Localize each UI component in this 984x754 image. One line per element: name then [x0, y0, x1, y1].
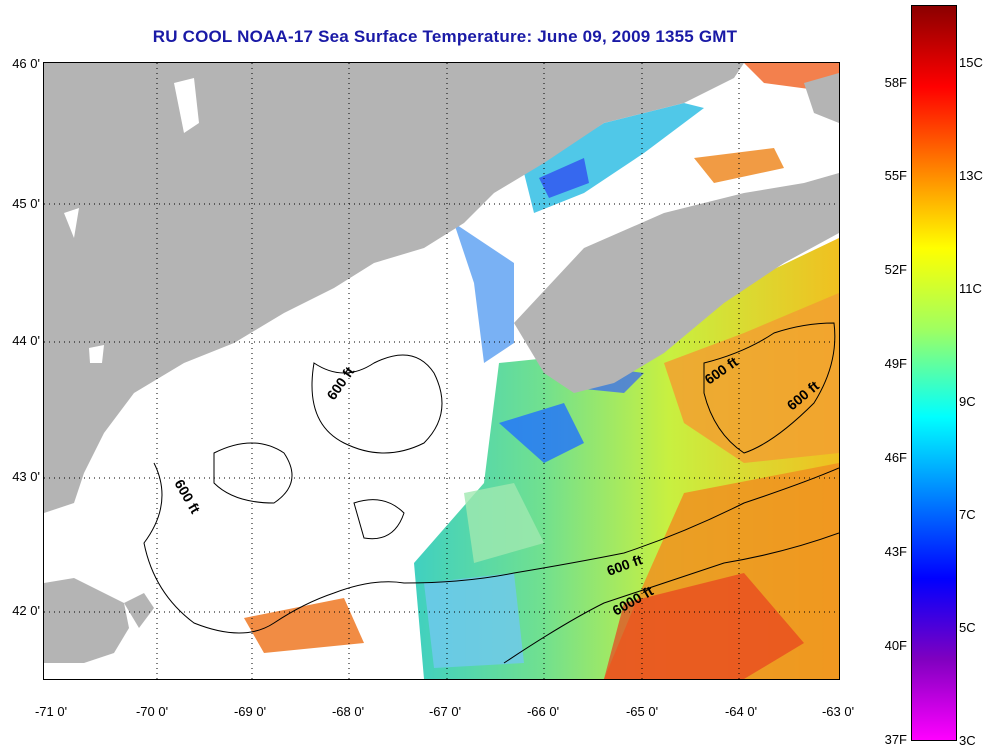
map-title: RU COOL NOAA-17 Sea Surface Temperature:…: [152, 27, 738, 46]
longitude-label: -67 0': [428, 704, 462, 719]
colorbar-celsius-label: 3C: [959, 733, 976, 748]
colorbar-fahrenheit-label: 43F: [884, 544, 907, 559]
longitude-label: -64 0': [724, 704, 758, 719]
colorbar: [911, 5, 957, 741]
latitude-label: 43 0': [12, 469, 40, 484]
colorbar-fahrenheit-label: 46F: [884, 450, 907, 465]
longitude-label: -65 0': [625, 704, 659, 719]
colorbar-fahrenheit-label: 49F: [884, 356, 907, 371]
colorbar-celsius-label: 7C: [959, 507, 976, 522]
colorbar-fahrenheit-label: 37F: [884, 732, 907, 747]
land: [44, 63, 839, 663]
longitude-label: -69 0': [233, 704, 267, 719]
colorbar-fahrenheit-label: 52F: [884, 262, 907, 277]
longitude-label: -68 0': [331, 704, 365, 719]
colorbar-fahrenheit-label: 58F: [884, 75, 907, 90]
sst-map: 600 ft 600 ft 600 ft 600 ft 600 ft 6000 …: [43, 62, 840, 680]
longitude-label: -71 0': [34, 704, 68, 719]
bathymetry-contours: [143, 322, 839, 664]
colorbar-fahrenheit-label: 55F: [884, 168, 907, 183]
colorbar-celsius-label: 13C: [959, 168, 983, 183]
longitude-label: -70 0': [135, 704, 169, 719]
colorbar-celsius-label: 15C: [959, 55, 983, 70]
sst-field: [244, 63, 839, 679]
latitude-label: 44 0': [12, 333, 40, 348]
contour-label: 600 ft: [171, 477, 203, 517]
colorbar-celsius-label: 11C: [959, 281, 982, 296]
longitude-label: -66 0': [526, 704, 560, 719]
colorbar-celsius-label: 5C: [959, 620, 976, 635]
longitude-label: -63 0': [821, 704, 855, 719]
contour-label: 600 ft: [323, 363, 357, 402]
latitude-label: 45 0': [12, 196, 40, 211]
latitude-label: 42 0': [12, 603, 40, 618]
colorbar-celsius-label: 9C: [959, 394, 976, 409]
land-lakes: [64, 78, 199, 363]
colorbar-fahrenheit-label: 40F: [884, 638, 907, 653]
sst-map-canvas: 600 ft 600 ft 600 ft 600 ft 600 ft 6000 …: [44, 63, 839, 679]
latitude-label: 46 0': [12, 56, 40, 71]
